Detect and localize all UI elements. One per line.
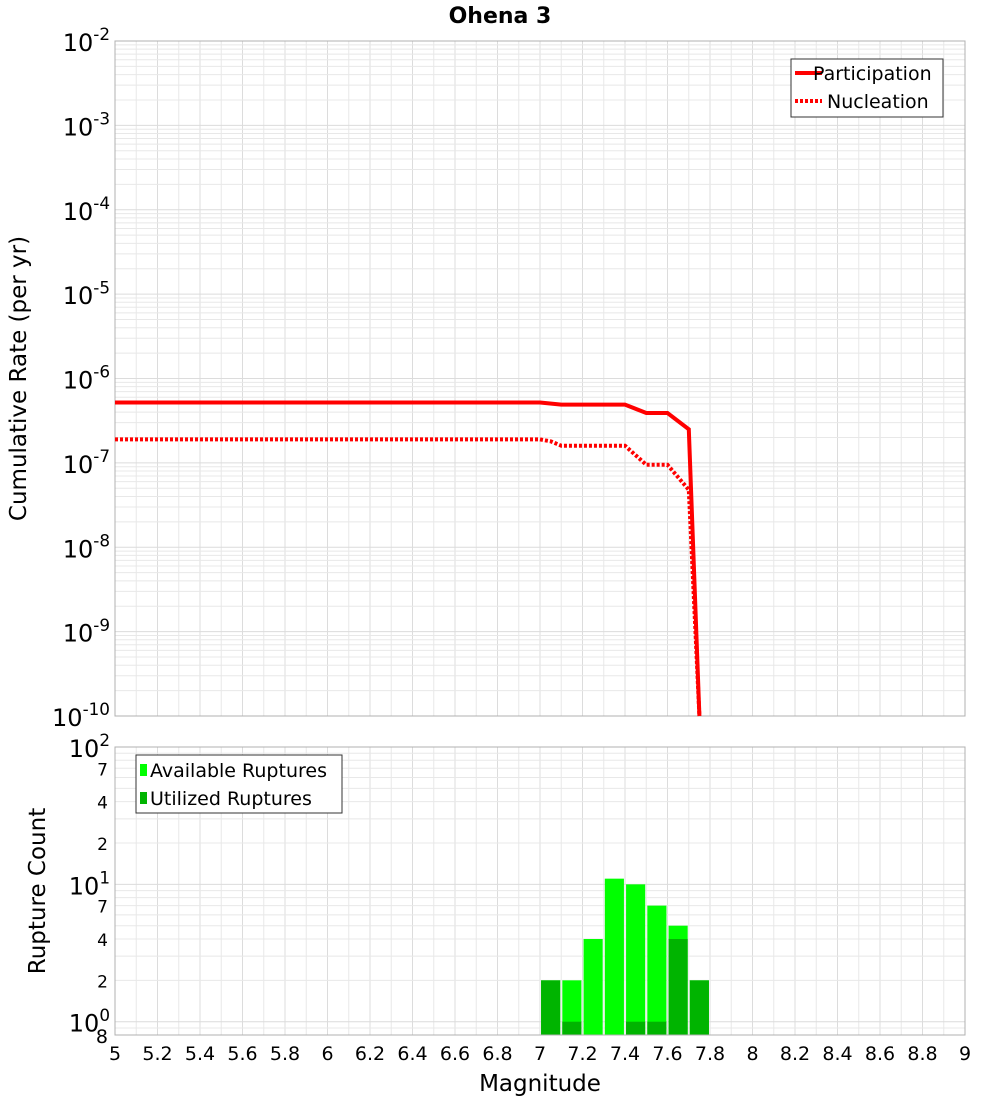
x-tick-label: 8.2	[780, 1043, 810, 1065]
legend-label-utilized-ruptures: Utilized Ruptures	[150, 788, 312, 810]
bottom-plot-border	[114, 746, 966, 1036]
bar-utilized-ruptures	[668, 939, 688, 1035]
series-line-participation	[115, 400, 702, 717]
bar-available-ruptures	[562, 980, 582, 1035]
top-y-axis-label: Cumulative Rate (per yr)	[6, 236, 32, 521]
top-y-tick-label: 10-6	[63, 362, 110, 395]
bar-available-ruptures	[604, 878, 624, 1035]
bottom-y-tick-label: 100	[69, 1005, 110, 1038]
x-tick-label: 5.8	[270, 1043, 300, 1065]
x-tick-label: 5.2	[142, 1043, 172, 1065]
legend-swatch-utilized-ruptures	[140, 792, 147, 804]
top-legend-box	[790, 58, 944, 118]
top-legend: Participation Nucleation	[790, 58, 944, 118]
x-tick-label: 7.4	[610, 1043, 640, 1065]
top-y-tick-label: 10-2	[63, 24, 110, 57]
x-tick-label: 9	[959, 1043, 971, 1065]
bar-available-ruptures	[647, 905, 667, 1035]
legend-label-available-ruptures: Available Ruptures	[150, 760, 327, 782]
x-axis-label: Magnitude	[479, 1071, 601, 1097]
bottom-y-axis-label: Rupture Count	[25, 808, 51, 974]
bottom-y-tick-label: 8	[96, 1026, 108, 1048]
top-y-tick-label: 10-9	[63, 615, 110, 648]
bar-utilized-ruptures	[562, 1021, 582, 1035]
top-y-tick-label: 10-3	[63, 109, 110, 142]
x-tick-label: 6.6	[440, 1043, 470, 1065]
bar-utilized-ruptures	[647, 1021, 667, 1035]
x-tick-label: 5.4	[185, 1043, 215, 1065]
x-tick-label: 8	[746, 1043, 758, 1065]
bar-utilized-ruptures	[626, 1021, 646, 1035]
x-tick-label: 8.6	[865, 1043, 895, 1065]
top-y-tick-label: 10-5	[63, 277, 110, 310]
x-tick-label: 7.8	[695, 1043, 725, 1065]
top-y-tick-label: 10-4	[63, 193, 110, 226]
bottom-y-tick-label: 4	[97, 931, 108, 951]
x-tick-label: 5	[109, 1043, 121, 1065]
bar-utilized-ruptures	[689, 980, 709, 1035]
top-y-tick-label: 10-8	[63, 530, 110, 563]
bottom-y-tick-label: 7	[97, 760, 108, 780]
bottom-y-tick-label: 4	[97, 794, 108, 814]
bottom-legend: Available Ruptures Utilized Ruptures	[135, 754, 343, 814]
bottom-y-tick-label: 2	[97, 835, 108, 855]
top-y-tick-label: 10-10	[52, 699, 110, 732]
x-tick-label: 7.6	[652, 1043, 682, 1065]
bar-available-ruptures	[626, 884, 646, 1035]
x-tick-label: 8.8	[907, 1043, 937, 1065]
series-line-nucleation	[115, 437, 702, 717]
bottom-y-tick-label: 102	[69, 730, 110, 763]
bottom-y-tick-label: 7	[97, 898, 108, 918]
legend-label-nucleation: Nucleation	[827, 91, 929, 113]
legend-swatch-available-ruptures	[140, 764, 147, 776]
top-plot-border	[114, 40, 966, 717]
bar-utilized-ruptures	[541, 980, 561, 1035]
x-tick-label: 6.4	[397, 1043, 427, 1065]
x-tick-label: 6	[321, 1043, 333, 1065]
x-tick-label: 7	[534, 1043, 546, 1065]
bottom-y-tick-label: 101	[69, 868, 110, 901]
x-tick-label: 6.8	[482, 1043, 512, 1065]
x-tick-label: 6.2	[355, 1043, 385, 1065]
x-tick-label: 5.6	[227, 1043, 257, 1065]
bar-available-ruptures	[583, 939, 603, 1035]
bottom-legend-box	[135, 754, 343, 814]
chart-title: Ohena 3	[449, 4, 552, 29]
bottom-y-tick-label: 2	[97, 972, 108, 992]
legend-label-participation: Participation	[813, 63, 932, 85]
top-y-tick-label: 10-7	[63, 446, 110, 479]
x-tick-label: 8.4	[822, 1043, 852, 1065]
x-tick-label: 7.2	[567, 1043, 597, 1065]
